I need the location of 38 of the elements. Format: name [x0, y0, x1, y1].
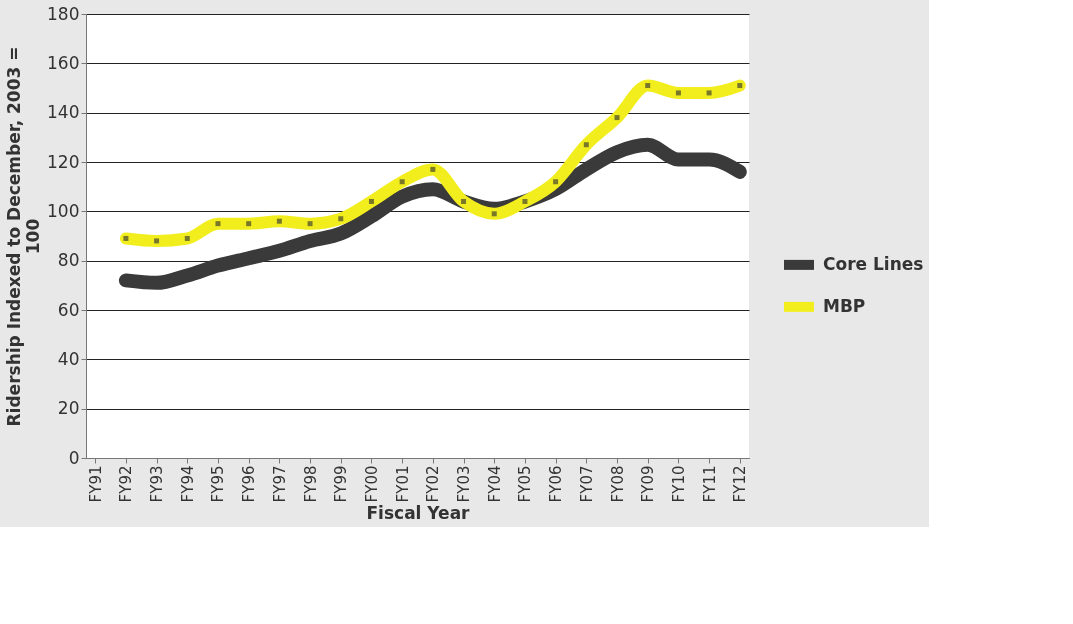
- x-tick-label: FY97: [270, 465, 289, 503]
- x-tick-label: FY09: [639, 465, 658, 503]
- y-tick-label: 120: [47, 151, 80, 172]
- point: [522, 198, 528, 204]
- x-tick-label: FY08: [608, 465, 627, 503]
- x-tick-label: FY95: [209, 465, 228, 503]
- y-tick-label: 60: [57, 299, 80, 320]
- x-tick-label: FY12: [731, 465, 750, 503]
- legend-label: Core Lines: [823, 253, 924, 274]
- x-tick-label: FY04: [485, 465, 504, 503]
- x-tick-label: FY93: [148, 465, 167, 503]
- x-tick-label: FY05: [516, 465, 535, 503]
- y-tick-label: 180: [47, 3, 80, 24]
- x-tick-label: FY03: [455, 465, 474, 503]
- x-tick-label: FY01: [393, 465, 412, 503]
- x-tick-label: FY92: [117, 465, 136, 503]
- x-axis-title: Fiscal Year: [366, 503, 471, 524]
- y-tick-label: 40: [57, 348, 80, 369]
- point: [461, 198, 467, 204]
- x-tick-label: FY07: [577, 465, 596, 503]
- y-tick-label: 20: [57, 398, 80, 419]
- y-tick-label: 100: [47, 200, 80, 221]
- x-tick-label: FY02: [424, 465, 443, 503]
- y-tick-label: 80: [57, 250, 80, 271]
- x-tick-label: FY00: [362, 465, 381, 503]
- y-tick-label: 160: [47, 52, 80, 73]
- x-tick-label: FY11: [700, 465, 719, 503]
- legend-label: MBP: [823, 295, 866, 316]
- x-tick-label: FY10: [669, 465, 688, 503]
- x-tick-label: FY98: [301, 465, 320, 503]
- x-tick-label: FY94: [178, 465, 197, 503]
- x-tick-label: FY06: [547, 465, 566, 503]
- y-tick-label: 0: [68, 447, 80, 468]
- y-axis-title: Ridership Indexed to December, 2003 = 100: [4, 46, 44, 427]
- x-tick-label: FY99: [332, 465, 351, 503]
- y-tick-label: 140: [47, 102, 80, 123]
- x-tick-label: FY96: [240, 465, 259, 503]
- x-tick-label: FY91: [86, 465, 105, 503]
